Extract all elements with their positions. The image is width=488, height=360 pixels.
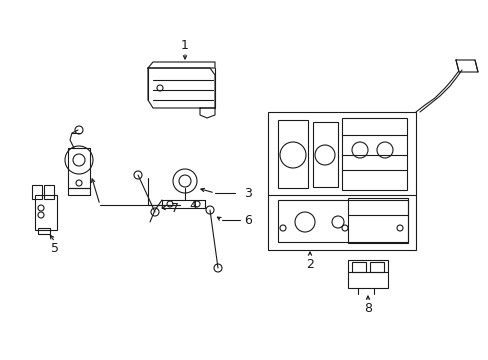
Bar: [267, 112, 415, 250]
Bar: [44, 185, 54, 199]
Bar: [351, 262, 365, 272]
Bar: [369, 262, 383, 272]
Bar: [347, 260, 387, 288]
Bar: [278, 120, 307, 188]
Bar: [341, 118, 406, 190]
Text: 6: 6: [244, 213, 251, 226]
Text: 5: 5: [51, 242, 59, 255]
Text: 2: 2: [305, 257, 313, 270]
Bar: [32, 185, 42, 199]
Text: 3: 3: [244, 186, 251, 199]
Bar: [35, 195, 57, 230]
Text: 4: 4: [189, 198, 197, 212]
Text: 1: 1: [181, 39, 188, 51]
Text: 7: 7: [171, 202, 179, 215]
Bar: [38, 228, 50, 234]
Bar: [312, 122, 337, 187]
Bar: [347, 198, 407, 243]
Bar: [278, 200, 407, 242]
Text: 8: 8: [363, 302, 371, 315]
